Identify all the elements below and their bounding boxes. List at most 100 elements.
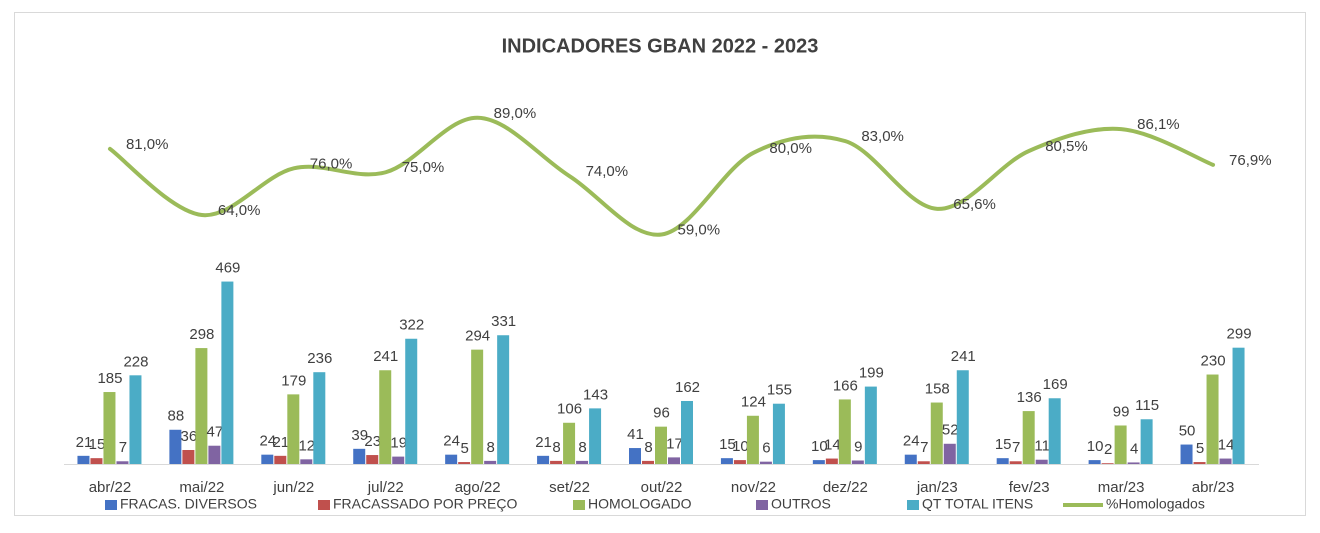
data-label: 9: [854, 438, 862, 455]
bar: [943, 443, 956, 464]
bar: [812, 460, 825, 464]
data-label: 24: [259, 433, 276, 450]
legend-swatch: [105, 500, 117, 510]
data-label: 241: [373, 348, 398, 365]
line-data-label: 86,1%: [1137, 116, 1180, 133]
data-label: 143: [583, 386, 608, 403]
data-label: 21: [535, 434, 552, 451]
data-label: 2: [1104, 441, 1112, 458]
bar: [129, 375, 142, 464]
bar: [1114, 425, 1127, 464]
data-label: 99: [1113, 403, 1130, 420]
x-tick-label: jan/23: [916, 479, 958, 496]
line-data-label: 89,0%: [494, 105, 537, 122]
data-label: 230: [1201, 352, 1226, 369]
data-label: 15: [719, 436, 736, 453]
bar: [195, 348, 208, 464]
line-data-label: 75,0%: [402, 159, 445, 176]
data-label: 36: [181, 428, 198, 445]
x-tick-label: mai/22: [179, 479, 224, 496]
bar: [550, 460, 563, 464]
line-data-label: 65,6%: [953, 196, 996, 213]
line-data-label: 59,0%: [678, 221, 721, 238]
bar: [642, 460, 654, 464]
data-label: 50: [1179, 423, 1196, 440]
line-data-label: 80,0%: [769, 140, 812, 157]
line-data-label: 64,0%: [218, 202, 261, 219]
bar: [904, 454, 917, 464]
data-label: 469: [215, 260, 240, 277]
data-label: 155: [767, 382, 792, 399]
x-tick-label: jun/22: [272, 479, 314, 496]
data-label: 162: [675, 379, 700, 396]
data-label: 5: [1196, 440, 1204, 457]
data-label: 179: [281, 372, 306, 389]
data-label: 115: [1135, 397, 1159, 414]
bar: [1180, 444, 1193, 464]
bar: [261, 454, 274, 464]
data-label: 6: [762, 440, 770, 457]
line-data-label: 80,5%: [1045, 138, 1088, 155]
bar: [1101, 463, 1114, 464]
bar: [589, 408, 602, 464]
legend-swatch: [907, 500, 919, 510]
legend-label: FRACAS. DIVERSOS: [120, 496, 257, 512]
data-label: 241: [951, 348, 976, 365]
data-label: 199: [859, 365, 884, 382]
bar: [182, 449, 195, 464]
data-label: 8: [552, 439, 560, 456]
data-label: 24: [443, 433, 460, 450]
data-label: 8: [486, 439, 494, 456]
bar: [576, 460, 589, 464]
data-label: 19: [390, 435, 407, 452]
data-label: 158: [925, 381, 950, 398]
bar: [851, 460, 864, 464]
bar: [733, 460, 746, 464]
bar: [116, 461, 129, 464]
data-label: 228: [123, 353, 148, 370]
line: [107, 115, 1216, 237]
bar: [1206, 374, 1219, 464]
data-label: 24: [903, 433, 920, 450]
legend-label: HOMOLOGADO: [588, 496, 692, 512]
data-label: 17: [666, 435, 683, 452]
data-label: 10: [1087, 438, 1104, 455]
bar: [996, 458, 1009, 464]
bar: [300, 459, 313, 464]
data-label: 294: [465, 328, 490, 345]
data-label: 23: [364, 433, 381, 450]
data-label: 96: [653, 405, 670, 422]
line-data-label: 74,0%: [586, 163, 629, 180]
bar: [445, 454, 458, 464]
bar: [366, 455, 379, 464]
bar: [458, 462, 471, 464]
legend-swatch: [756, 500, 768, 510]
bar: [208, 445, 221, 464]
data-label: 136: [1017, 389, 1042, 406]
bar: [746, 415, 759, 464]
x-tick-label: nov/22: [731, 479, 776, 496]
line-data-label: 76,0%: [310, 155, 353, 172]
bar: [917, 461, 930, 464]
bar: [930, 402, 943, 464]
bar: [221, 281, 234, 464]
bar: [537, 455, 550, 464]
data-label: 11: [1034, 438, 1050, 455]
data-label: 15: [89, 436, 106, 453]
data-label: 14: [824, 437, 841, 454]
bar: [668, 457, 680, 464]
data-label: 106: [557, 401, 582, 418]
data-label: 8: [578, 439, 586, 456]
legend-label: QT TOTAL ITENS: [922, 496, 1033, 512]
x-tick-label: mar/23: [1098, 479, 1145, 496]
bar: [287, 394, 300, 464]
data-label: 7: [920, 439, 928, 456]
bar: [956, 370, 969, 464]
legend-label: %Homologados: [1106, 496, 1205, 512]
bar: [681, 400, 693, 464]
bar: [497, 335, 510, 464]
bar: [1140, 419, 1153, 464]
data-label: 88: [168, 408, 185, 425]
bar: [313, 372, 326, 464]
